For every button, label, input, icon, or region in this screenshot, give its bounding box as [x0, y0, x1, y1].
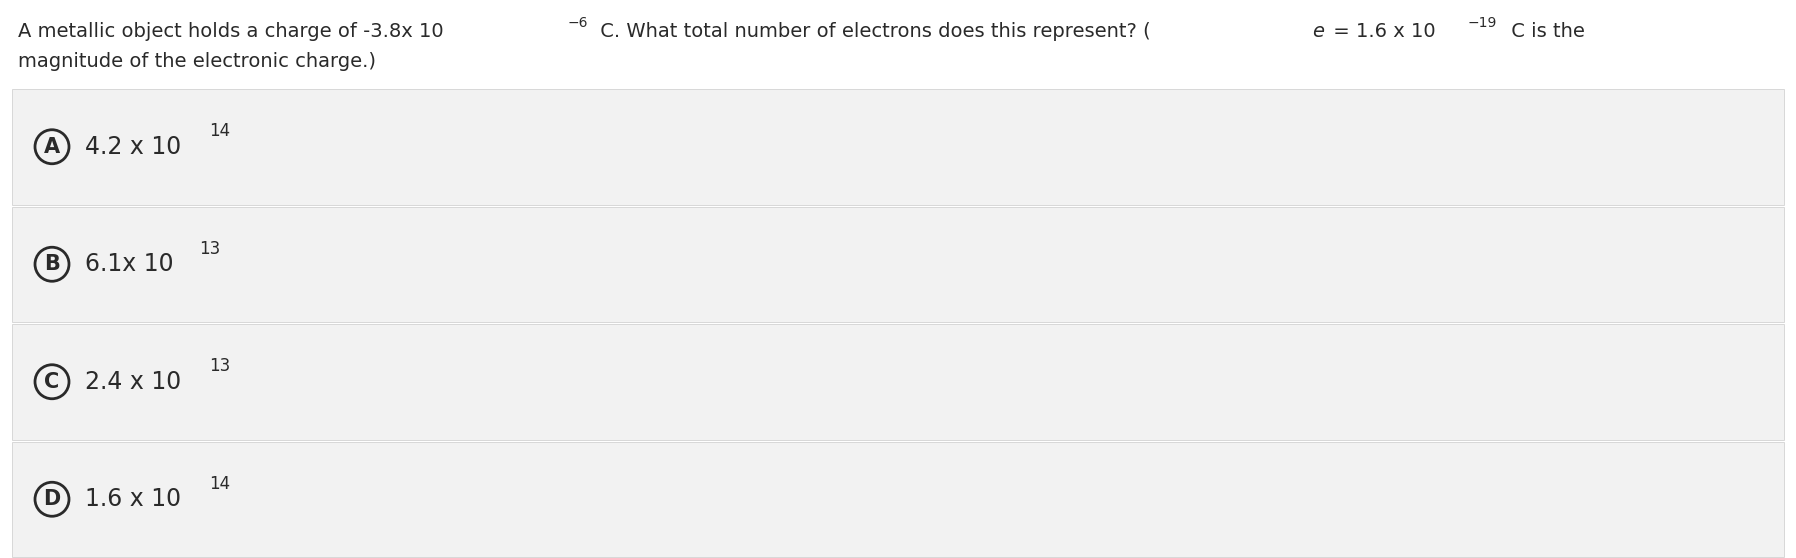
- FancyBboxPatch shape: [13, 441, 1783, 557]
- Text: 6.1x 10: 6.1x 10: [84, 252, 174, 276]
- Text: −6: −6: [568, 16, 587, 30]
- Text: C is the: C is the: [1505, 22, 1586, 41]
- Text: −19: −19: [1467, 16, 1496, 30]
- Text: 13: 13: [208, 358, 230, 376]
- Text: C. What total number of electrons does this represent? (: C. What total number of electrons does t…: [594, 22, 1149, 41]
- Text: 14: 14: [208, 475, 230, 493]
- Text: 4.2 x 10: 4.2 x 10: [84, 134, 181, 158]
- Text: magnitude of the electronic charge.): magnitude of the electronic charge.): [18, 52, 375, 71]
- FancyBboxPatch shape: [13, 206, 1783, 322]
- Text: 14: 14: [208, 122, 230, 141]
- Text: = 1.6 x 10: = 1.6 x 10: [1327, 22, 1437, 41]
- Text: D: D: [43, 489, 61, 509]
- Text: 2.4 x 10: 2.4 x 10: [84, 370, 181, 394]
- Text: e: e: [1311, 22, 1324, 41]
- Text: A metallic object holds a charge of -3.8x 10: A metallic object holds a charge of -3.8…: [18, 22, 444, 41]
- Text: 1.6 x 10: 1.6 x 10: [84, 487, 181, 511]
- Text: B: B: [45, 254, 59, 274]
- Text: A: A: [43, 137, 59, 157]
- Text: 13: 13: [199, 240, 221, 258]
- Text: C: C: [45, 372, 59, 392]
- FancyBboxPatch shape: [13, 324, 1783, 440]
- FancyBboxPatch shape: [13, 89, 1783, 204]
